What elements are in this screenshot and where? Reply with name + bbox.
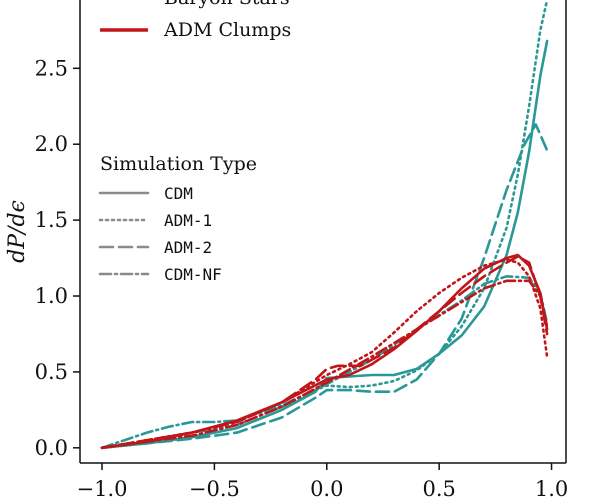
x-tick-label: −0.5 <box>189 477 240 501</box>
series-line-baryon-stars-cdm <box>100 39 549 450</box>
legend-style-label: CDM-NF <box>164 265 222 284</box>
y-tick-label: 1.0 <box>35 284 68 308</box>
series-line-baryon-stars-cdm-nf <box>100 275 549 450</box>
legend-style-label: ADM-1 <box>164 211 212 230</box>
x-tick-label: 0.5 <box>422 477 455 501</box>
y-tick-label: 2.5 <box>35 56 68 80</box>
legend-style-label: ADM-2 <box>164 238 212 257</box>
legend-label: ADM Clumps <box>163 19 291 41</box>
legend: Baryon Stars ADM Clumps Simulation Type CDM… <box>98 0 291 284</box>
series-line-baryon-stars-adm-2 <box>100 123 549 450</box>
y-axis-label: dP/dϵ <box>5 200 30 263</box>
legend-style-label: CDM <box>164 184 193 203</box>
x-tick-label: 0.0 <box>310 477 343 501</box>
y-tick-label: 2.0 <box>35 132 68 156</box>
series-line-adm-clumps-cdm-nf <box>100 279 549 450</box>
legend-label: Baryon Stars <box>164 0 290 9</box>
y-tick-label: 0.0 <box>35 436 68 460</box>
y-tick-label: 1.5 <box>35 208 68 232</box>
x-tick-label: −1.0 <box>77 477 128 501</box>
y-tick-label: 0.5 <box>35 360 68 384</box>
x-tick-label: 1.0 <box>535 477 568 501</box>
series-line-adm-clumps-adm-1 <box>100 258 549 450</box>
series-line-adm-clumps-adm-2 <box>100 255 549 450</box>
legend-title: Simulation Type <box>100 153 257 175</box>
plot-lines <box>100 0 549 450</box>
axes: 0.00.51.01.52.02.5−1.0 −0.5 0.0 0.5 1.0dP/dϵ <box>5 0 568 501</box>
